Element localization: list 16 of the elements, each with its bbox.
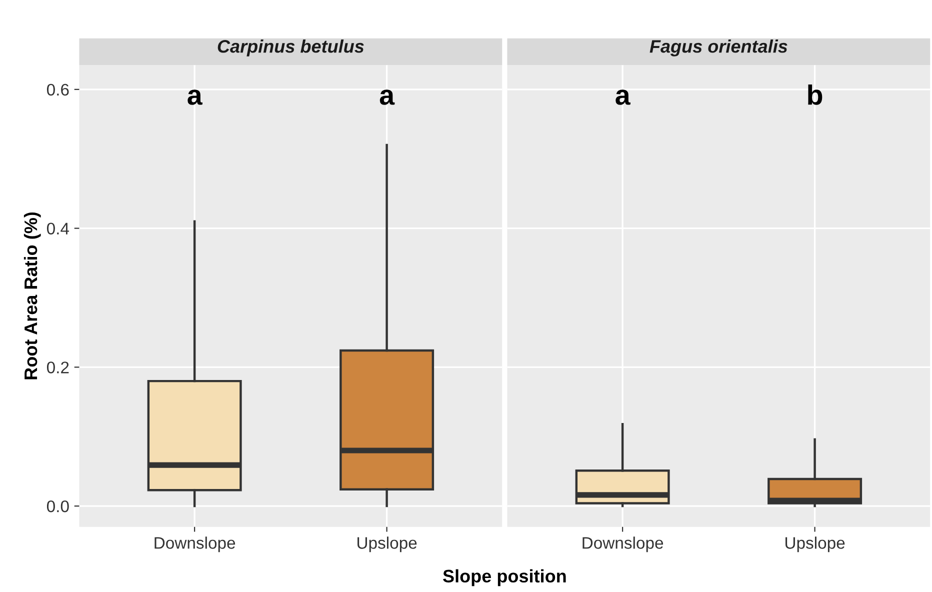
annotation: a [616,90,630,105]
y-tick-label: 0.6 [46,84,69,96]
annotation: a [380,90,395,105]
y-tick-label: 0.4 [46,222,70,234]
y-axis-title: Root Area Ratio (%) [24,212,41,380]
chart-title: Carpinus betulus [218,40,364,56]
annotation: b [808,84,822,105]
y-tick-label: 0.0 [46,500,69,512]
x-tick-label: Upslope [358,536,417,552]
y-tick-label: 0.2 [46,362,69,374]
x-tick-label: Downslope [154,536,236,552]
x-tick-label: Upslope [786,536,845,552]
annotation: a [188,90,202,105]
x-axis-title: Slope position [443,569,566,586]
x-tick-label: Downslope [582,536,664,552]
chart-title: Fagus orientalis [650,40,788,56]
